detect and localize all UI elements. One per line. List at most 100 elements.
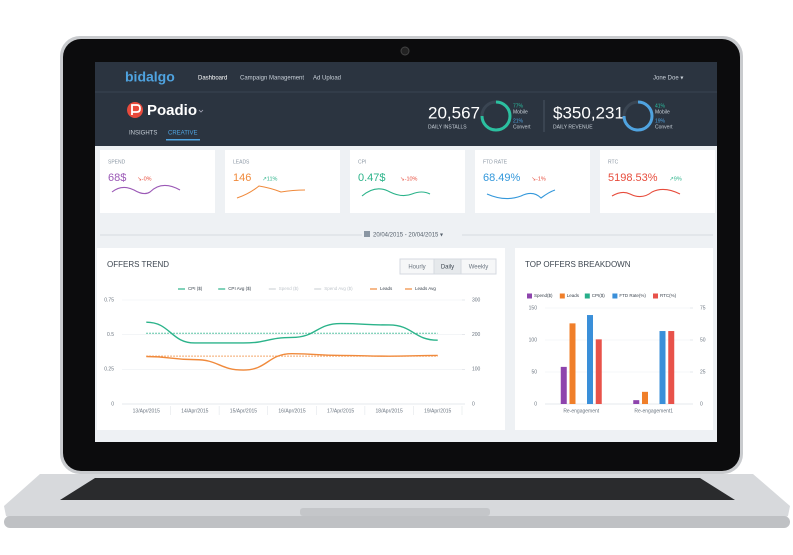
app-name[interactable]: Poadio	[147, 102, 197, 119]
x-tick-label: 14/Apr/2015	[181, 408, 208, 414]
nav-link[interactable]: Dashboard	[198, 76, 227, 82]
toggle-button[interactable]	[460, 258, 497, 275]
legend-label: CPI Avg ($)	[228, 286, 251, 291]
kpi-card-bg	[100, 150, 215, 213]
x-tick-label: 19/Apr/2015	[424, 408, 451, 414]
kpi-change: ↘-1%	[531, 176, 545, 182]
x-tick-label: 15/Apr/2015	[230, 408, 257, 414]
kpi-card: SPEND 68$ ↘-0%	[100, 150, 215, 213]
tab[interactable]: INSIGHTS	[129, 131, 157, 137]
stat-label: DAILY REVENUE	[553, 124, 593, 130]
tab-active[interactable]: CREATIVE	[168, 131, 198, 137]
toggle-label[interactable]: Daily	[441, 265, 454, 271]
legend-swatch	[653, 293, 658, 299]
kpi-card-bg	[350, 150, 465, 213]
x-tick-label: 16/Apr/2015	[278, 408, 305, 414]
y2-tick-label: 25	[700, 369, 706, 375]
legend-label: CPI($)	[592, 293, 606, 298]
legend-label: CPI ($)	[188, 286, 203, 291]
y2-tick-label: 75	[700, 305, 706, 311]
panel	[97, 248, 505, 430]
stat-value: 20,567	[428, 103, 480, 122]
kpi-change: ↘-0%	[137, 176, 151, 182]
kpi-card: RTC 5198.53% ↗9%	[600, 150, 715, 213]
split-label: Convert	[655, 124, 673, 130]
charts: 0 0.25 0.5 0.75 0 100 200 300 13/Apr/2015 14/Apr/…	[104, 286, 706, 415]
series-line	[146, 353, 438, 371]
split-pct: 41%	[655, 103, 666, 109]
legend-swatch	[559, 293, 565, 299]
y2-tick-label: 50	[700, 337, 706, 343]
toggle-label[interactable]: Hourly	[408, 265, 425, 271]
legend-label: Spend($)	[534, 293, 553, 298]
x-tick-label: 18/Apr/2015	[376, 408, 403, 414]
kpi-label: SPEND	[108, 159, 126, 165]
kpi-card-bg	[600, 150, 715, 213]
tab-underline	[166, 139, 200, 141]
split-label: Mobile	[513, 109, 528, 115]
legend-label: RTC(%)	[660, 293, 677, 298]
kpi-value: 5198.53%	[608, 172, 658, 184]
legend-label: Spend Avg ($)	[324, 286, 353, 291]
app-icon-glyph	[131, 104, 141, 115]
series-line	[146, 321, 438, 344]
camera	[400, 46, 410, 56]
y2-tick-label: 0	[472, 401, 475, 407]
split-pct: 21%	[513, 118, 524, 124]
y-tick-label: 0.75	[104, 297, 114, 303]
kpi-value: 68$	[108, 172, 126, 184]
nav-link[interactable]: Ad Upload	[313, 76, 341, 82]
user-menu[interactable]: Jone Doe ▾	[653, 76, 683, 82]
bar	[633, 400, 640, 404]
split-label: Mobile	[655, 109, 670, 115]
kpi-change: ↗11%	[262, 176, 277, 182]
legend-swatch	[584, 293, 590, 299]
sparkline	[361, 188, 431, 197]
ring-arc	[622, 100, 654, 132]
kpi-card: LEADS 146 ↗11%	[225, 150, 340, 213]
stat-value: $350,231	[553, 103, 624, 122]
sparkline	[236, 185, 306, 199]
keyboard	[60, 478, 735, 500]
y2-tick-label: 100	[472, 367, 481, 373]
sparkline	[611, 188, 681, 198]
nav-link[interactable]: Campaign Management	[240, 76, 304, 82]
x-tick-label: Re-engagement	[563, 408, 599, 414]
bar	[569, 323, 576, 404]
kpi-label: FTD RATE	[483, 159, 508, 165]
kpi-card-bg	[475, 150, 590, 213]
kpi-card: CPI 0.47$ ↘-10%	[350, 150, 465, 213]
sparkline	[111, 184, 181, 195]
app-caret	[198, 109, 204, 113]
legend-label: FTD Rate(%)	[619, 293, 646, 298]
panel	[515, 248, 713, 430]
y-tick-label: 0.5	[107, 332, 114, 338]
base-edge	[4, 516, 790, 528]
split-pct: 19%	[655, 118, 666, 124]
bar	[587, 315, 593, 404]
y2-tick-label: 200	[472, 332, 481, 338]
kpi-card: FTD RATE 68.49% ↘-1%	[475, 150, 590, 213]
kpi-row: SPEND 68$ ↘-0% LEADS 146 ↗11% CPI 0.47$ ↘-10% FTD…	[100, 150, 715, 213]
header-bg	[95, 62, 717, 146]
calendar-icon	[364, 231, 370, 237]
y-tick-label: 100	[529, 337, 538, 343]
stat-label: DAILY INSTALLS	[428, 124, 467, 130]
toggle-label[interactable]: Weekly	[469, 265, 489, 271]
y2-tick-label: 0	[700, 401, 703, 407]
kpi-value: 68.49%	[483, 172, 521, 184]
legend-label: Leads	[567, 293, 580, 298]
y-tick-label: 0	[111, 401, 114, 407]
kpi-label: RTC	[608, 159, 619, 165]
logo[interactable]: bidalgo	[125, 69, 175, 85]
legend-swatch	[527, 293, 532, 299]
x-tick-label: Re-engagement1	[634, 408, 673, 414]
legend-label: Leads Avg	[415, 286, 436, 291]
kpi-value: 146	[233, 172, 251, 184]
y-tick-label: 0.25	[104, 367, 114, 373]
split-label: Convert	[513, 124, 531, 130]
date-range[interactable]: 20/04/2015 - 20/04/2015 ▾	[373, 233, 443, 239]
y-tick-label: 0	[534, 401, 537, 407]
